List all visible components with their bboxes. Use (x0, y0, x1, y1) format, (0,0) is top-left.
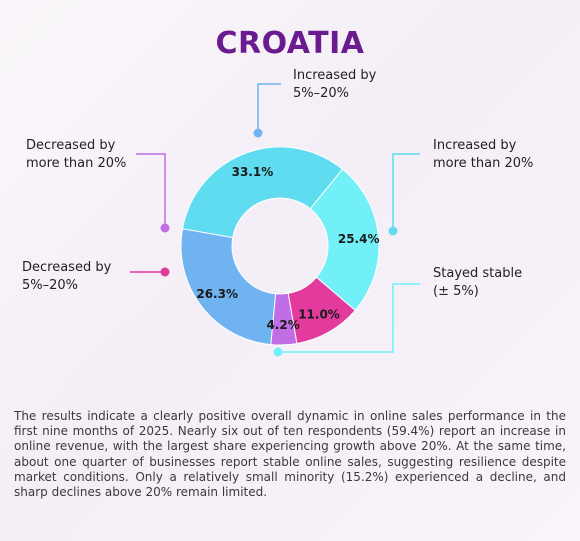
callout-dot (273, 347, 283, 357)
callout-line (257, 83, 281, 133)
donut-slice (181, 146, 344, 239)
callout-dot (388, 226, 398, 236)
category-label: Increased by more than 20% (433, 138, 533, 171)
chart-title: CROATIA (215, 26, 365, 61)
category-label: Stayed stable (± 5%) (433, 266, 522, 299)
description-text: The results indicate a clearly positive … (14, 409, 566, 500)
category-label: Increased by 5%–20% (293, 68, 377, 101)
callout-line (278, 283, 420, 353)
slice-value-label: 11.0% (298, 308, 340, 322)
callout-line (136, 153, 166, 228)
callout-dot (160, 267, 170, 277)
slice-value-label: 25.4% (338, 232, 380, 246)
slice-value-label: 4.2% (266, 318, 299, 332)
category-label: Decreased by 5%–20% (22, 260, 112, 293)
donut-slice (180, 228, 277, 346)
slice-value-label: 26.3% (196, 287, 238, 301)
callout-dot (160, 223, 170, 233)
slice-value-label: 33.1% (232, 165, 274, 179)
callout-dot (253, 128, 263, 138)
donut-chart: 33.1% 25.4% 11.0%4.2% 26.3% Increased by mor… (22, 68, 533, 357)
callout-line (392, 153, 420, 231)
category-label: Decreased by more than 20% (26, 138, 126, 171)
donut-slice (309, 168, 380, 312)
